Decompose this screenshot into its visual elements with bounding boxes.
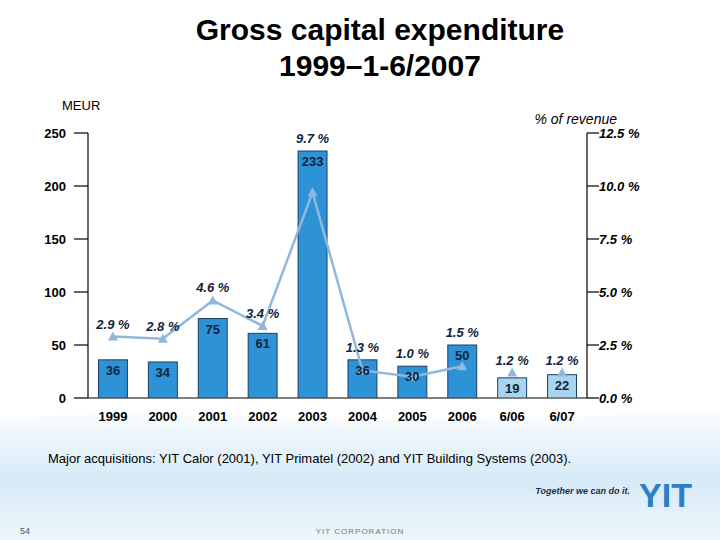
y2-tick	[587, 185, 599, 186]
line-label: 2.9 %	[95, 317, 130, 332]
line-label: 9.7 %	[296, 131, 330, 146]
bar-label: 36	[106, 363, 120, 378]
line-marker	[507, 368, 517, 377]
x-tick-label: 2001	[198, 409, 227, 424]
x-tick-label: 2005	[398, 409, 427, 424]
bar	[498, 378, 527, 398]
page-number: 54	[20, 526, 30, 536]
y-axis-line	[87, 133, 88, 398]
y2-tick-label: 7.5 %	[599, 232, 633, 247]
bar	[148, 362, 177, 398]
bar	[248, 333, 277, 398]
x-tick-label: 6/06	[499, 409, 524, 424]
x-tick-label: 1999	[98, 409, 127, 424]
line-label: 1.0 %	[396, 346, 430, 361]
line-label: 1.5 %	[446, 325, 480, 340]
y-axis-title: MEUR	[62, 98, 100, 113]
line-marker	[308, 187, 318, 196]
line-label: 4.6 %	[195, 280, 230, 295]
slogan: Together we can do it.	[535, 486, 630, 496]
line-label: 1.2 %	[496, 353, 530, 368]
bar-label: 75	[206, 322, 220, 337]
background	[0, 0, 720, 540]
y-tick	[74, 185, 88, 186]
line-marker	[258, 321, 268, 330]
bar-label: 36	[355, 363, 369, 378]
y-tick	[74, 132, 88, 133]
x-tick-label: 2000	[148, 409, 177, 424]
bar-label: 19	[505, 381, 519, 396]
line-marker	[208, 295, 218, 304]
x-tick-label: 2002	[248, 409, 277, 424]
bar	[398, 366, 427, 398]
bar-label: 22	[555, 378, 569, 393]
y2-tick	[587, 397, 599, 398]
y2-tick-label: 10.0 %	[599, 179, 640, 194]
y-tick-label: 50	[52, 338, 66, 353]
y-tick-label: 150	[44, 232, 66, 247]
bar	[348, 360, 377, 398]
bar	[448, 345, 477, 398]
company: YIT CORPORATION	[316, 527, 405, 536]
line-label: 1.3 %	[346, 340, 380, 355]
bar	[548, 375, 577, 398]
bar-label: 34	[156, 365, 171, 380]
bar-label: 233	[302, 154, 324, 169]
line-label: 3.4 %	[246, 306, 280, 321]
title-line: Gross capital expenditure	[196, 13, 564, 46]
bar	[98, 360, 127, 398]
line-marker	[557, 368, 567, 377]
y2-tick	[587, 132, 599, 133]
plot-area	[98, 151, 576, 398]
y-tick	[74, 344, 88, 345]
x-tick-label: 2006	[448, 409, 477, 424]
y-tick-label: 200	[44, 179, 66, 194]
x-tick-label: 6/07	[549, 409, 574, 424]
y-tick	[74, 291, 88, 292]
x-tick-label: 2004	[348, 409, 378, 424]
x-tick-label: 2003	[298, 409, 327, 424]
y2-tick-label: 12.5 %	[599, 126, 640, 141]
y-tick-label: 100	[44, 285, 66, 300]
y2-tick-label: 0.0 %	[599, 391, 633, 406]
bar-label: 30	[405, 369, 419, 384]
line-marker	[158, 334, 168, 343]
bar	[198, 319, 227, 399]
footnote: Major acquisitions: YIT Calor (2001), YI…	[48, 451, 571, 466]
y-tick-label: 0	[59, 391, 66, 406]
y-tick	[74, 397, 88, 398]
y2-tick-label: 5.0 %	[599, 285, 633, 300]
slide: Gross capital expenditure1999–1-6/2007 ME…	[0, 0, 720, 540]
line-label: 1.2 %	[545, 353, 579, 368]
y2-axis-line	[586, 133, 587, 398]
bar-label: 61	[255, 336, 269, 351]
logo: YIT	[639, 476, 692, 514]
y2-tick	[587, 291, 599, 292]
line-label: 2.8 %	[145, 319, 180, 334]
y2-tick	[587, 344, 599, 345]
y-tick	[74, 238, 88, 239]
y2-tick	[587, 238, 599, 239]
background-wave	[0, 405, 720, 540]
y2-tick-label: 2.5 %	[598, 338, 633, 353]
title: Gross capital expenditure1999–1-6/2007	[196, 13, 564, 82]
line	[113, 192, 462, 376]
title-line: 1999–1-6/2007	[279, 49, 481, 82]
data-labels: 36 34 75 61 233 36 30 50 19 22 2.9 % 2.8 % 4.6 % 3.4 …	[95, 131, 579, 396]
y-tick-label: 250	[44, 126, 66, 141]
bar	[298, 151, 327, 398]
line-marker	[108, 332, 118, 341]
bar-label: 50	[455, 348, 469, 363]
y2-axis-title: % of revenue	[535, 111, 618, 127]
